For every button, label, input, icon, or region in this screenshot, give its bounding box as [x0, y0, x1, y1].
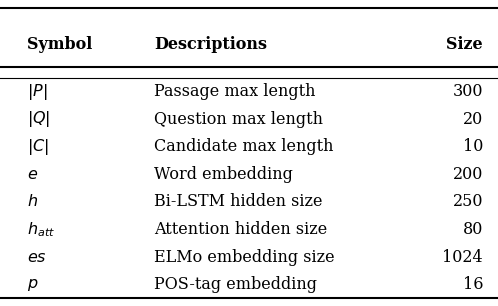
Text: 20: 20 [463, 111, 483, 128]
Text: 300: 300 [453, 83, 483, 100]
Text: Attention hidden size: Attention hidden size [154, 221, 328, 238]
Text: 200: 200 [453, 166, 483, 183]
Text: $|Q|$: $|Q|$ [27, 109, 51, 129]
Text: Descriptions: Descriptions [154, 36, 267, 53]
Text: Bi-LSTM hidden size: Bi-LSTM hidden size [154, 193, 323, 211]
Text: $es$: $es$ [27, 248, 47, 266]
Text: 80: 80 [463, 221, 483, 238]
Text: Size: Size [446, 36, 483, 53]
Text: $|P|$: $|P|$ [27, 82, 48, 102]
Text: 16: 16 [463, 276, 483, 293]
Text: $h$: $h$ [27, 193, 38, 211]
Text: Symbol: Symbol [27, 36, 93, 53]
Text: $p$: $p$ [27, 276, 39, 293]
Text: 250: 250 [453, 193, 483, 211]
Text: Question max length: Question max length [154, 111, 323, 128]
Text: POS-tag embedding: POS-tag embedding [154, 276, 317, 293]
Text: Passage max length: Passage max length [154, 83, 316, 100]
Text: 1024: 1024 [442, 248, 483, 266]
Text: $e$: $e$ [27, 166, 38, 183]
Text: $h_{att}$: $h_{att}$ [27, 220, 55, 239]
Text: 10: 10 [463, 138, 483, 155]
Text: Word embedding: Word embedding [154, 166, 293, 183]
Text: Candidate max length: Candidate max length [154, 138, 334, 155]
Text: $|C|$: $|C|$ [27, 137, 49, 157]
Text: ELMo embedding size: ELMo embedding size [154, 248, 335, 266]
